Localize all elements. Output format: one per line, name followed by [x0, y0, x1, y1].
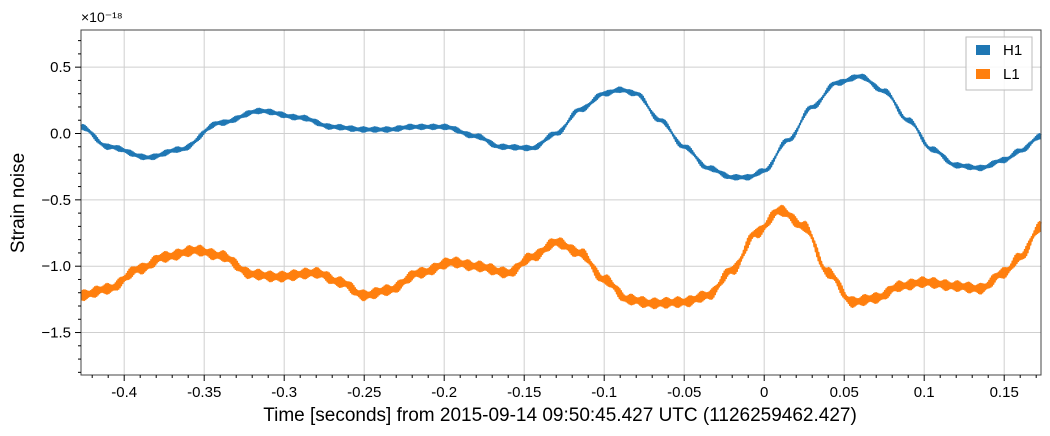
grid: [81, 30, 1041, 375]
legend: H1 L1: [965, 36, 1033, 91]
x-tick-label: -0.2: [431, 384, 457, 401]
y-tick-label: 0.0: [50, 126, 71, 143]
x-tick-label: 0.1: [914, 384, 935, 401]
axis-ticks: -0.4 -0.35 -0.3 -0.25 -0.2 -0.15 -0.1 -0.05 0 0.0…: [41, 40, 1037, 401]
x-tick-label: 0.15: [990, 384, 1019, 401]
y-axis-scale-label: ×10⁻¹⁸: [81, 9, 123, 25]
x-tick-label: 0.05: [830, 384, 859, 401]
y-tick-label: −1.0: [41, 258, 71, 275]
x-tick-label: -0.3: [271, 384, 297, 401]
y-axis-label: Strain noise: [8, 153, 29, 253]
x-axis-label: Time [seconds] from 2015-09-14 09:50:45.…: [263, 405, 857, 426]
series-line-h1: [80, 73, 1042, 181]
legend-swatch-l1: [976, 69, 990, 79]
x-tick-label: -0.35: [187, 384, 221, 401]
x-tick-label: -0.25: [347, 384, 381, 401]
y-tick-label: 0.5: [50, 59, 71, 76]
y-tick-label: −0.5: [41, 192, 71, 209]
x-tick-label: -0.15: [507, 384, 541, 401]
y-tick-label: −1.5: [41, 325, 71, 342]
series-group: [80, 73, 1042, 310]
legend-swatch-h1: [976, 45, 990, 55]
x-tick-label: 0: [760, 384, 768, 401]
legend-label-l1: L1: [1003, 66, 1020, 83]
plot-area-frame: [80, 29, 1042, 376]
x-tick-label: -0.05: [667, 384, 701, 401]
legend-label-h1: H1: [1003, 42, 1022, 59]
x-tick-label: -0.1: [591, 384, 617, 401]
x-tick-label: -0.4: [111, 384, 137, 401]
series-line-l1: [80, 204, 1042, 310]
